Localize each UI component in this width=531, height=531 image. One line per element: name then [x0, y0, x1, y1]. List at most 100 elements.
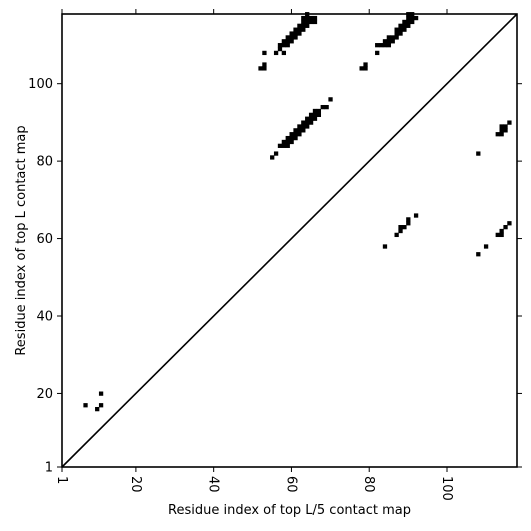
contact-cell-lower [503, 124, 508, 129]
y-tick-label: 80 [36, 155, 53, 170]
contact-cell-upper [262, 66, 267, 71]
contact-cell-upper [289, 135, 294, 141]
contact-cell-upper [375, 50, 380, 56]
y-tick-label: 60 [36, 232, 53, 247]
x-tick-label: 60 [283, 476, 298, 493]
contact-cell-upper [297, 23, 302, 28]
y-tick-label: 100 [28, 77, 53, 92]
contact-cell-lower [98, 391, 104, 396]
y-axis-label: Residue index of top L contact map [14, 125, 29, 355]
x-tick-label: 80 [361, 476, 376, 493]
contact-cell-upper [386, 35, 392, 40]
contact-cell-lower [413, 213, 419, 218]
contact-cell-upper [293, 132, 298, 137]
contact-cell-upper [285, 139, 290, 145]
contact-cell-lower [507, 221, 512, 226]
contact-cell-upper [289, 139, 294, 145]
contact-cell-upper [312, 15, 318, 21]
contact-cell-lower [499, 132, 504, 137]
contact-cell-upper [301, 19, 306, 25]
contact-cell-upper [394, 31, 399, 36]
contact-cell-upper [305, 15, 310, 21]
contact-cell-upper [281, 139, 287, 145]
contact-cell-upper [390, 35, 395, 40]
contact-cell-lower [499, 128, 504, 133]
contact-cell-upper [281, 143, 287, 148]
contact-cell-upper [281, 43, 287, 48]
x-tick-label: 1 [54, 476, 69, 484]
contact-cell-upper [386, 43, 392, 48]
y-tick-label: 20 [36, 387, 53, 402]
plot-frame [61, 13, 518, 468]
contact-cell-upper [301, 128, 306, 133]
contact-cell-lower [476, 151, 481, 156]
contact-cell-upper [406, 15, 411, 21]
contact-cell-lower [406, 217, 411, 222]
y-axis: 1 20 40 60 80 100 [28, 77, 522, 476]
contact-cell-upper [378, 43, 384, 48]
contact-cell-lower [476, 252, 481, 257]
contact-cell-upper [293, 128, 298, 133]
contact-cell-upper [285, 39, 290, 44]
contact-cell-upper [394, 35, 399, 40]
contact-cell-upper [273, 151, 279, 156]
contact-cell-upper [297, 27, 302, 32]
contact-cell-upper [285, 35, 290, 40]
contact-cells [83, 12, 512, 412]
contact-cell-upper [363, 66, 368, 71]
contact-cell-upper [386, 39, 392, 44]
contact-cell-upper [285, 143, 290, 148]
contact-cell-upper [390, 39, 395, 44]
contact-cell-lower [83, 403, 88, 408]
contact-cell-upper [402, 19, 407, 25]
contact-cell-upper [289, 35, 294, 40]
contact-cell-upper [301, 124, 306, 129]
contact-cell-upper [406, 23, 411, 28]
x-axis: 1 20 40 60 80 100 [54, 9, 454, 501]
contact-cell-upper [262, 62, 267, 67]
contact-cell-lower [499, 232, 504, 238]
contact-cell-upper [297, 132, 302, 137]
contact-cell-upper [305, 124, 310, 129]
contact-cell-upper [410, 19, 415, 25]
contact-cell-upper [281, 50, 287, 56]
contact-cell-upper [308, 120, 314, 125]
contact-cell-upper [406, 19, 411, 25]
contact-cell-upper [301, 120, 306, 125]
contact-cell-upper [301, 27, 306, 32]
contact-cell-upper [398, 23, 403, 28]
contact-cell-upper [293, 135, 298, 141]
contact-cell-upper [312, 19, 318, 25]
contact-cell-upper [398, 27, 403, 32]
x-tick-label: 40 [206, 476, 221, 493]
contact-cell-upper [305, 23, 310, 28]
y-tick-label: 1 [45, 461, 53, 476]
contact-cell-upper [262, 50, 267, 56]
contact-cell-upper [285, 135, 290, 141]
contact-cell-lower [507, 120, 512, 125]
contact-cell-upper [398, 31, 403, 36]
contact-cell-upper [402, 27, 407, 32]
contact-cell-upper [297, 128, 302, 133]
contact-cell-lower [394, 232, 399, 238]
contact-cell-lower [402, 225, 407, 230]
x-axis-label: Residue index of top L/5 contact map [168, 503, 411, 518]
contact-cell-lower [483, 244, 489, 249]
contact-cell-upper [293, 27, 298, 32]
contact-cell-upper [410, 15, 415, 21]
contact-cell-upper [277, 143, 283, 148]
y-tick-label: 40 [36, 310, 53, 325]
contact-cell-upper [293, 31, 298, 36]
contact-cell-upper [312, 112, 318, 118]
contact-cell-upper [308, 112, 314, 118]
contact-cell-upper [312, 116, 318, 121]
contact-cell-upper [375, 43, 380, 48]
contact-cell-upper [289, 132, 294, 137]
diagonal-line [61, 13, 518, 468]
contact-cell-upper [297, 124, 302, 129]
contact-cell-lower [98, 403, 104, 408]
contact-cell-upper [413, 15, 419, 21]
contact-cell-upper [402, 23, 407, 28]
contact-cell-upper [285, 43, 290, 48]
x-tick-label: 20 [128, 476, 143, 493]
